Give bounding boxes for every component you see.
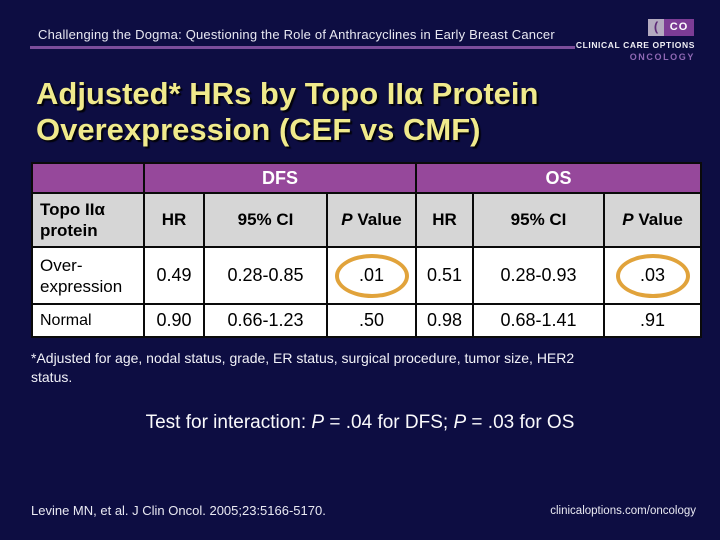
col-header-dfs-hr: HR — [143, 192, 205, 248]
table-row-header-line1: Topo IIα — [40, 200, 105, 219]
p-value-word: Value — [352, 210, 402, 229]
pvalue-text: .50 — [359, 310, 385, 330]
footnote-line2: status. — [31, 369, 73, 385]
cco-logo-letters: CO — [664, 19, 694, 36]
table-column-header-row: Topo IIα protein HR 95% CI P Value HR 95… — [31, 192, 703, 248]
row-label-line1: Over- — [40, 255, 83, 275]
table-group-header-dfs: DFS — [142, 162, 418, 194]
cell-normal-dfs-hr: 0.90 — [143, 303, 205, 338]
cell-over-os-hr: 0.51 — [415, 246, 475, 305]
cell-over-dfs-pvalue: .01 — [325, 246, 418, 305]
cell-over-os-ci: 0.28-0.93 — [472, 246, 606, 305]
cell-over-dfs-ci: 0.28-0.85 — [203, 246, 328, 305]
col-header-os-hr: HR — [415, 192, 475, 248]
row-label-overexpression: Over- expression — [31, 246, 145, 305]
adjustment-footnote: *Adjusted for age, nodal status, grade, … — [31, 349, 574, 387]
interaction-prefix: Test for interaction: — [145, 412, 312, 433]
table-row-header-line2: protein — [40, 221, 98, 240]
cell-normal-dfs-ci: 0.66-1.23 — [203, 303, 328, 338]
cell-normal-dfs-pvalue: .50 — [325, 303, 418, 338]
interaction-os-result: = .03 for OS — [466, 412, 575, 433]
p-symbol: P — [622, 210, 634, 229]
p-value-word: Value — [633, 210, 683, 229]
p-symbol: P — [453, 412, 467, 433]
cell-over-dfs-hr: 0.49 — [143, 246, 205, 305]
pvalue-text: .03 — [640, 265, 666, 285]
col-header-dfs-pvalue: P Value — [325, 192, 418, 248]
program-title: Challenging the Dogma: Questioning the R… — [38, 27, 555, 42]
p-symbol: P — [311, 412, 325, 433]
row-label-normal: Normal — [31, 303, 145, 338]
interaction-test-statement: Test for interaction: P = .04 for DFS; P… — [0, 412, 720, 434]
header-divider-rule — [30, 46, 575, 49]
cell-over-os-pvalue: .03 — [603, 246, 703, 305]
pvalue-text: .01 — [359, 265, 385, 285]
cell-normal-os-hr: 0.98 — [415, 303, 475, 338]
table-row-overexpression: Over- expression 0.49 0.28-0.85 .01 0.51… — [31, 246, 703, 305]
logo-org-name: CLINICAL CARE OPTIONS — [575, 40, 695, 50]
logo-division-name: ONCOLOGY — [629, 52, 695, 62]
page-title-line1: Adjusted* HRs by Topo IIα Protein — [36, 76, 539, 111]
table-row-header-topo: Topo IIα protein — [31, 192, 145, 248]
table-group-header-os: OS — [415, 162, 703, 194]
page-title-line2: Overexpression (CEF vs CMF) — [36, 112, 481, 147]
cell-normal-os-pvalue: .91 — [603, 303, 703, 338]
cell-normal-os-ci: 0.68-1.41 — [472, 303, 606, 338]
footnote-line1: *Adjusted for age, nodal status, grade, … — [31, 350, 575, 366]
table-row-normal: Normal 0.90 0.66-1.23 .50 0.98 0.68-1.41… — [31, 303, 703, 338]
col-header-dfs-ci: 95% CI — [203, 192, 328, 248]
col-header-os-ci: 95% CI — [472, 192, 606, 248]
website-url: clinicaloptions.com/oncology — [550, 505, 696, 517]
results-table: DFS OS Topo IIα protein HR 95% CI P Valu… — [31, 162, 703, 338]
page-title: Adjusted* HRs by Topo IIα Protein Overex… — [36, 76, 538, 148]
interaction-dfs-result: = .04 for DFS; — [324, 412, 454, 433]
row-label-line2: expression — [40, 276, 123, 296]
reference-citation: Levine MN, et al. J Clin Oncol. 2005;23:… — [31, 503, 326, 518]
pvalue-text: .91 — [640, 310, 666, 330]
col-header-os-pvalue: P Value — [603, 192, 703, 248]
table-group-header-row: DFS OS — [31, 162, 703, 194]
cco-logo-crescent-icon: ( — [648, 19, 664, 36]
p-symbol: P — [341, 210, 353, 229]
table-corner-cell — [31, 162, 145, 194]
cco-logo-icon: ( CO — [648, 19, 694, 36]
